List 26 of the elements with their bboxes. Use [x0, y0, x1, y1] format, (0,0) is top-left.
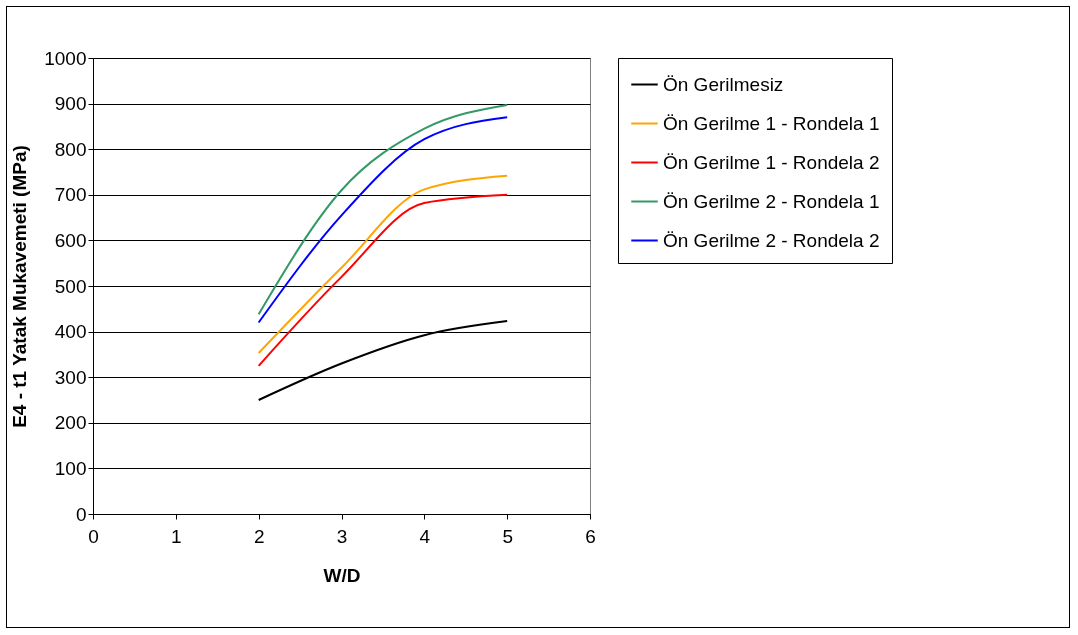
legend-label: Ön Gerilme 1 - Rondela 2	[663, 151, 880, 173]
y-tick-label: 500	[54, 275, 87, 297]
x-tick-label: 1	[171, 525, 182, 547]
line-series	[257, 174, 509, 355]
x-tick-label: 5	[502, 525, 513, 547]
x-tick-label: 6	[585, 525, 596, 547]
legend-label: Ön Gerilmesiz	[663, 73, 784, 95]
y-tick-label: 800	[54, 138, 87, 160]
y-tick-label: 400	[54, 321, 87, 343]
line-series	[257, 193, 509, 367]
y-tick-label: 300	[54, 366, 87, 388]
x-tick-label: 4	[419, 525, 431, 547]
y-tick-label: 700	[54, 184, 87, 206]
x-axis-title: W/D	[323, 564, 361, 586]
y-tick-label: 1000	[44, 47, 87, 69]
x-tick-label: 3	[336, 525, 348, 547]
legend-label: Ön Gerilme 1 - Rondela 1	[663, 112, 880, 134]
y-axis-title: E4 - t1 Yatak Mukavemeti (MPa)	[9, 145, 31, 428]
x-tick-label: 2	[253, 525, 265, 547]
y-tick-label: 900	[54, 93, 87, 115]
legend-label: Ön Gerilme 2 - Rondela 1	[663, 190, 880, 212]
y-tick-label: 100	[54, 457, 87, 479]
y-tick-label: 200	[54, 412, 87, 434]
y-tick-label: 600	[54, 229, 87, 251]
y-tick-label: 0	[75, 503, 87, 525]
legend-label: Ön Gerilme 2 - Rondela 2	[663, 229, 880, 251]
